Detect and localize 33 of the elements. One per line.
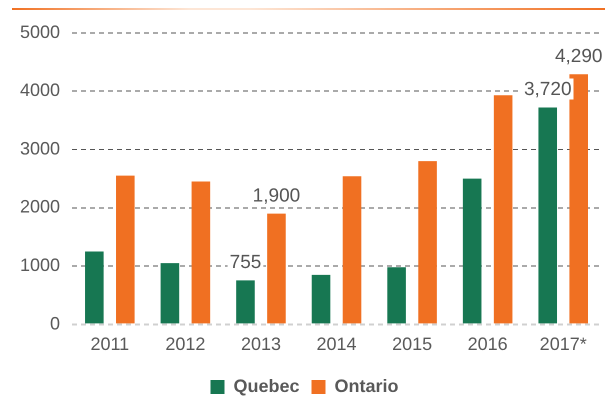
bar	[462, 178, 482, 324]
y-tick-label: 2000	[20, 196, 60, 217]
bar	[267, 214, 286, 324]
data-label: 4,290	[554, 46, 602, 67]
y-tick-label: 5000	[20, 22, 60, 42]
data-label: 1,900	[252, 185, 300, 206]
bar	[312, 274, 330, 324]
x-tick-label: 2012	[165, 334, 206, 354]
data-label: 755	[230, 252, 262, 274]
bar	[236, 280, 255, 324]
data-label: 3,720	[524, 79, 572, 100]
y-tick-label: 1000	[20, 255, 60, 276]
bar	[85, 252, 104, 324]
bar	[387, 267, 406, 324]
bar	[342, 176, 362, 324]
x-tick-label: 2017*	[540, 334, 587, 354]
bar	[192, 182, 210, 324]
x-tick-label: 2013	[240, 334, 281, 354]
bar	[160, 263, 180, 324]
bar	[116, 176, 135, 324]
bar	[569, 74, 588, 324]
bar	[538, 107, 558, 324]
y-tick-label: 3000	[20, 138, 60, 158]
legend-label: Quebec	[233, 376, 300, 396]
y-tick-label: 0	[50, 313, 60, 334]
y-tick-label: 4000	[20, 80, 60, 100]
bar	[494, 95, 512, 324]
x-tick-label: 2011	[90, 334, 130, 354]
x-tick-label: 2015	[392, 334, 432, 354]
x-tick-label: 2014	[316, 334, 357, 354]
legend-label: Ontario	[334, 376, 399, 396]
bar	[418, 161, 437, 324]
x-tick-label: 2016	[468, 334, 508, 354]
